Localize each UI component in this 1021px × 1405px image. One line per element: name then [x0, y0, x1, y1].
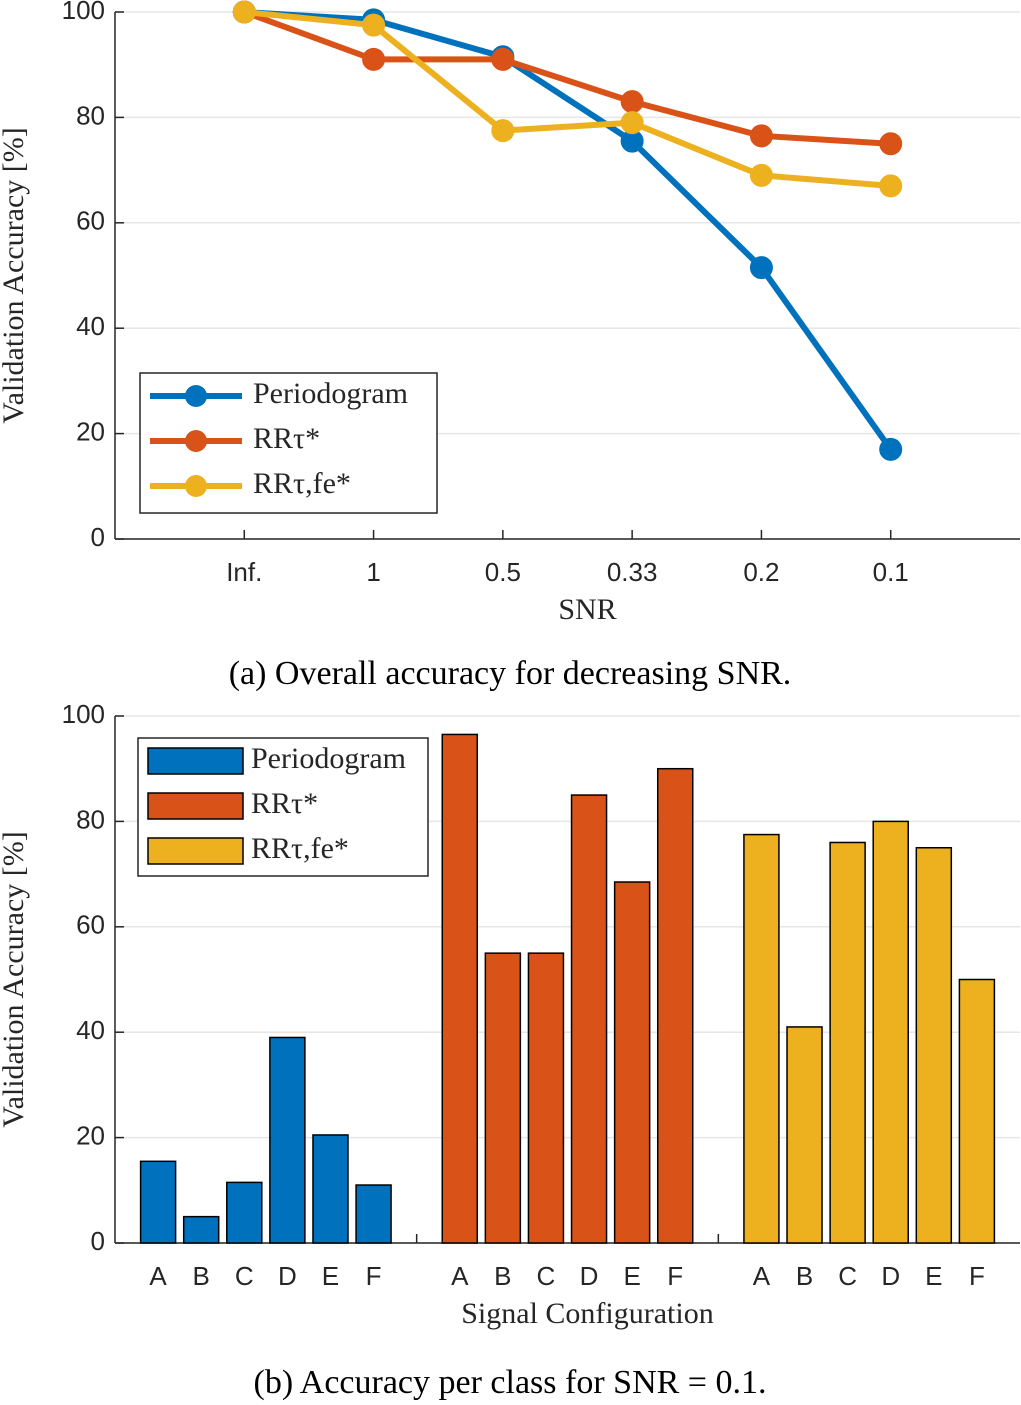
- x-tick-label: 0.1: [873, 557, 909, 587]
- marker: [620, 90, 644, 114]
- x-tick-label: C: [235, 1261, 254, 1291]
- caption: (b) Accuracy per class for SNR = 0.1.: [254, 1364, 767, 1401]
- legend-marker: [185, 430, 207, 452]
- legend-label: Periodogram: [251, 742, 406, 775]
- bar: [829, 841, 866, 1244]
- legend-swatch: [147, 837, 244, 865]
- x-tick-label: C: [537, 1261, 556, 1291]
- bar: [441, 733, 479, 1244]
- series-line: [243, 9, 891, 189]
- x-tick-label: D: [278, 1261, 297, 1291]
- legend-marker: [185, 385, 207, 407]
- x-tick-label: F: [667, 1261, 683, 1291]
- bar: [915, 847, 953, 1244]
- y-axis-label: Validation Accuracy [%]: [0, 831, 30, 1128]
- bar: [226, 1181, 263, 1244]
- legend-label: RRτ*: [251, 787, 318, 820]
- legend-label: RRτ,fe*: [251, 832, 349, 865]
- legend-label: Periodogram: [253, 377, 408, 410]
- x-tick-label: A: [149, 1261, 167, 1291]
- x-tick-label: E: [925, 1261, 942, 1291]
- marker: [232, 0, 256, 24]
- bar: [786, 1026, 823, 1244]
- legend-label: RRτ*: [253, 422, 320, 455]
- x-tick-label: F: [366, 1261, 382, 1291]
- x-tick-label: Inf.: [226, 557, 262, 587]
- x-tick-label: B: [494, 1261, 511, 1291]
- bar: [182, 1215, 220, 1244]
- y-tick-label: 0: [91, 522, 105, 552]
- x-tick-label: E: [322, 1261, 339, 1291]
- bar: [312, 1134, 349, 1244]
- x-tick-label: D: [881, 1261, 900, 1291]
- x-tick-label: 0.2: [743, 557, 779, 587]
- bar: [269, 1036, 306, 1244]
- y-axis-label: Validation Accuracy [%]: [0, 127, 30, 424]
- marker: [620, 111, 644, 135]
- marker: [491, 47, 515, 71]
- x-tick-label: D: [580, 1261, 599, 1291]
- legend-swatch: [147, 792, 244, 820]
- x-tick-label: A: [753, 1261, 771, 1291]
- x-tick-label: B: [796, 1261, 813, 1291]
- marker: [362, 47, 386, 71]
- marker: [749, 124, 773, 148]
- marker: [879, 174, 903, 198]
- y-tick-label: 0: [91, 1226, 105, 1256]
- bar: [872, 820, 909, 1244]
- bar: [355, 1184, 392, 1244]
- marker: [879, 132, 903, 156]
- legend-label: RRτ,fe*: [253, 467, 351, 500]
- series-line: [244, 9, 894, 452]
- x-tick-label: C: [838, 1261, 857, 1291]
- x-tick-label: E: [623, 1261, 640, 1291]
- marker: [749, 163, 773, 187]
- y-tick-label: 100: [62, 699, 105, 729]
- y-tick-label: 20: [76, 416, 105, 446]
- bar: [743, 833, 780, 1244]
- y-tick-label: 80: [76, 804, 105, 834]
- x-tick-label: 0.5: [485, 557, 521, 587]
- series-line: [243, 9, 891, 147]
- y-tick-label: 40: [76, 311, 105, 341]
- marker: [491, 119, 515, 143]
- y-tick-label: 100: [62, 0, 105, 25]
- x-axis-label: Signal Configuration: [461, 1297, 713, 1330]
- bar: [139, 1160, 177, 1244]
- x-tick-label: 0.33: [607, 557, 658, 587]
- bar: [570, 794, 608, 1244]
- bar: [656, 767, 694, 1244]
- y-tick-label: 20: [76, 1120, 105, 1150]
- marker: [879, 437, 903, 461]
- y-tick-label: 40: [76, 1015, 105, 1045]
- y-tick-label: 60: [76, 206, 105, 236]
- bar: [958, 978, 996, 1244]
- bar: [527, 952, 565, 1244]
- y-tick-label: 60: [76, 910, 105, 940]
- x-tick-label: 1: [366, 557, 380, 587]
- x-tick-label: B: [193, 1261, 210, 1291]
- x-tick-label: F: [969, 1261, 985, 1291]
- marker: [749, 256, 773, 280]
- caption: (a) Overall accuracy for decreasing SNR.: [229, 655, 792, 692]
- marker: [362, 13, 386, 37]
- legend-marker: [185, 475, 207, 497]
- x-axis-label: SNR: [558, 593, 616, 626]
- x-tick-label: A: [451, 1261, 469, 1291]
- bar: [484, 952, 522, 1244]
- bar: [613, 881, 651, 1244]
- y-tick-label: 80: [76, 100, 105, 130]
- legend-swatch: [147, 747, 244, 775]
